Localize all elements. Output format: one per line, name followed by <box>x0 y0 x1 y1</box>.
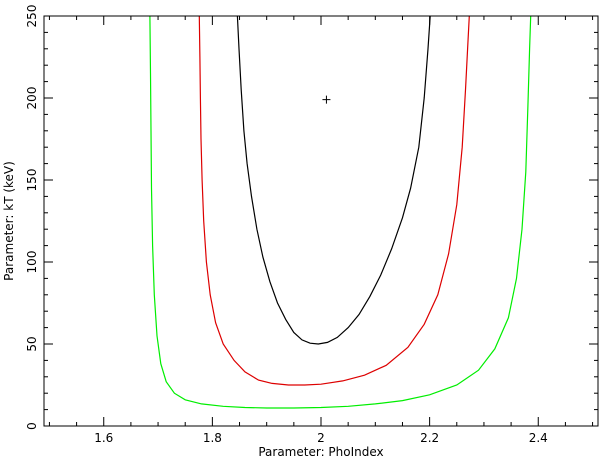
contour-curves <box>149 16 532 409</box>
contour-line-3 <box>149 16 532 409</box>
x-tick-label: 1.6 <box>94 431 113 445</box>
best-fit-marker <box>322 95 331 104</box>
x-tick-label: 1.8 <box>203 431 222 445</box>
y-axis-label: Parameter: kT (keV) <box>2 161 16 281</box>
y-tick-label: 50 <box>25 336 39 351</box>
plot-frame <box>43 15 599 427</box>
x-tick-label: 2 <box>317 431 325 445</box>
x-axis-label: Parameter: PhoIndex <box>258 445 383 459</box>
y-tick-label: 200 <box>25 87 39 110</box>
x-tick-label: 2.2 <box>420 431 439 445</box>
x-tick-label: 2.4 <box>529 431 548 445</box>
axis-tick-labels: 1.6 1.8 2 2.2 2.4 0 50 100 150 200 250 <box>25 5 548 445</box>
y-tick-label: 100 <box>25 251 39 274</box>
y-tick-label: 150 <box>25 169 39 192</box>
contour-line-2 <box>198 16 470 386</box>
axis-ticks <box>44 15 598 427</box>
y-tick-label: 250 <box>25 5 39 28</box>
y-tick-label: 0 <box>25 422 39 430</box>
best-fit-point <box>322 95 331 104</box>
contour-line-1 <box>236 16 431 345</box>
